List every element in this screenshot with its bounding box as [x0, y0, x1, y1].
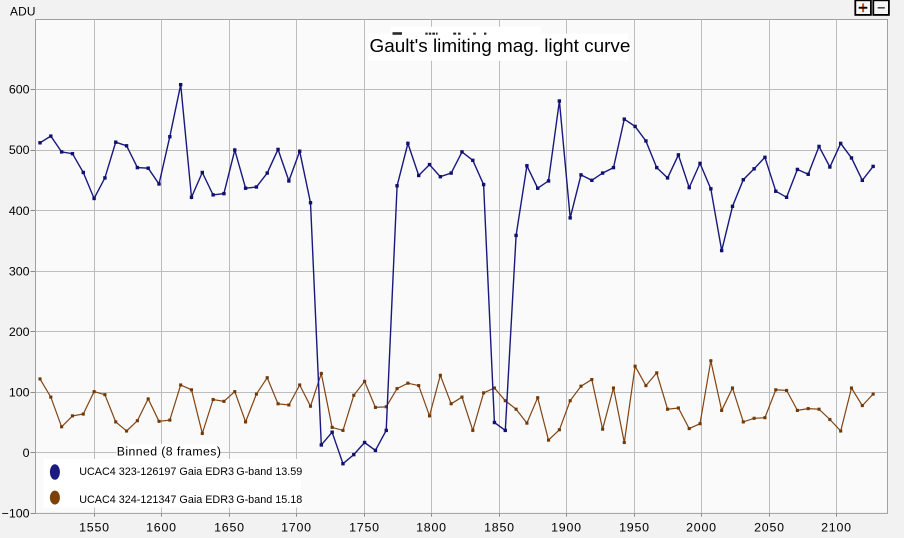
svg-text:300: 300: [9, 264, 30, 278]
svg-text:1900: 1900: [551, 521, 582, 535]
svg-text:200: 200: [9, 325, 30, 339]
svg-text:2100: 2100: [821, 521, 852, 535]
svg-text:1700: 1700: [281, 521, 312, 535]
svg-text:1600: 1600: [146, 521, 177, 535]
svg-text:1750: 1750: [349, 521, 380, 535]
svg-text:1800: 1800: [416, 521, 447, 535]
svg-text:1850: 1850: [484, 521, 515, 535]
svg-text:400: 400: [9, 204, 30, 218]
svg-text:2000: 2000: [686, 521, 717, 535]
svg-text:1650: 1650: [214, 521, 245, 535]
svg-text:ADU: ADU: [10, 5, 36, 19]
svg-text:−100: −100: [2, 507, 30, 521]
svg-text:Gault's limiting mag. light cu: Gault's limiting mag. light curve: [370, 36, 631, 57]
svg-text:1550: 1550: [79, 521, 110, 535]
svg-text:2050: 2050: [754, 521, 785, 535]
svg-text:Binned (8 frames): Binned (8 frames): [117, 445, 222, 459]
svg-text:UCAC4 324-121347 Gaia EDR3 G-b: UCAC4 324-121347 Gaia EDR3 G-band 15.18: [79, 494, 302, 506]
svg-text:100: 100: [9, 385, 30, 399]
svg-text:UCAC4 323-126197 Gaia EDR3 G-b: UCAC4 323-126197 Gaia EDR3 G-band 13.59: [79, 466, 302, 478]
svg-text:1950: 1950: [619, 521, 650, 535]
svg-text:0: 0: [23, 446, 30, 460]
svg-text:600: 600: [9, 83, 30, 97]
svg-text:500: 500: [9, 143, 30, 157]
